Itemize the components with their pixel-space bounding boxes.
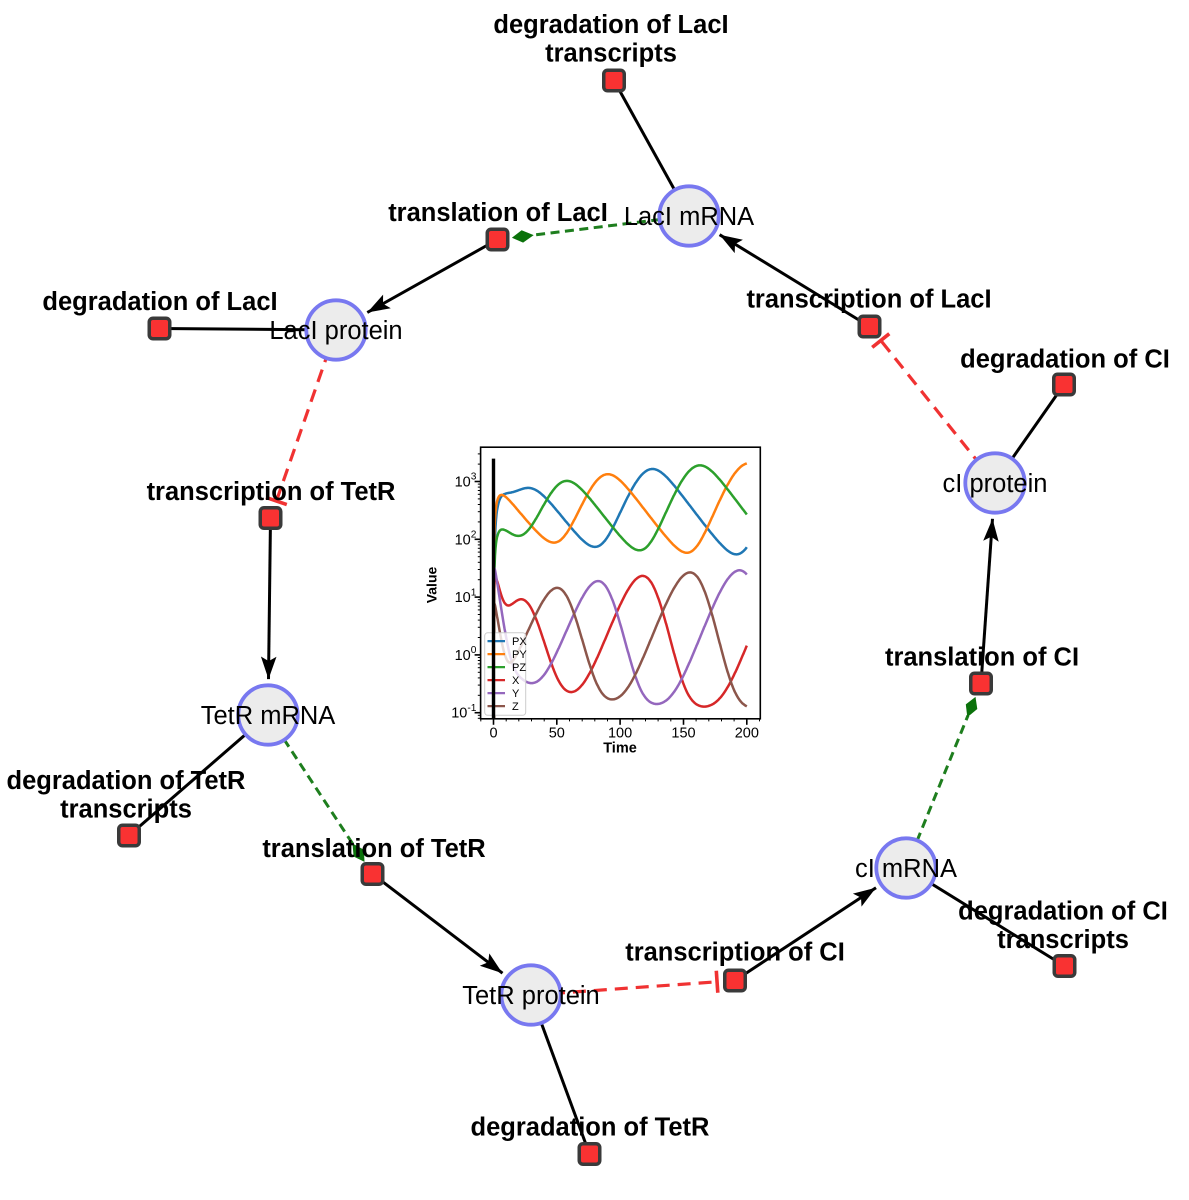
svg-text:LacI protein: LacI protein (269, 317, 402, 345)
svg-text:translation of TetR: translation of TetR (262, 835, 485, 863)
svg-text:degradation of LacI: degradation of LacI (42, 288, 277, 316)
svg-text:transcripts: transcripts (997, 926, 1129, 954)
svg-text:transcripts: transcripts (545, 40, 677, 68)
svg-text:102: 102 (455, 530, 477, 549)
svg-text:translation of CI: translation of CI (885, 644, 1079, 672)
svg-text:150: 150 (671, 726, 695, 742)
svg-text:103: 103 (455, 472, 477, 491)
svg-text:PX: PX (512, 636, 527, 648)
svg-text:10-1: 10-1 (451, 703, 477, 722)
svg-text:transcription of CI: transcription of CI (625, 939, 845, 967)
svg-text:degradation of LacI: degradation of LacI (493, 11, 728, 39)
svg-text:transcripts: transcripts (60, 796, 192, 824)
svg-text:Z: Z (512, 701, 519, 713)
svg-text:0: 0 (489, 726, 497, 742)
svg-text:cI protein: cI protein (943, 470, 1048, 498)
svg-text:transcription of LacI: transcription of LacI (746, 286, 991, 314)
svg-text:PZ: PZ (512, 662, 526, 674)
svg-text:cI mRNA: cI mRNA (855, 855, 957, 883)
svg-text:200: 200 (735, 726, 759, 742)
svg-text:Time: Time (603, 741, 637, 757)
svg-text:100: 100 (455, 645, 477, 664)
svg-text:100: 100 (608, 726, 632, 742)
svg-text:PY: PY (512, 649, 527, 661)
svg-text:transcription of TetR: transcription of TetR (147, 478, 396, 506)
svg-text:TetR mRNA: TetR mRNA (201, 702, 336, 730)
svg-text:LacI mRNA: LacI mRNA (624, 203, 754, 231)
svg-text:degradation of CI: degradation of CI (958, 898, 1168, 926)
svg-text:translation of LacI: translation of LacI (388, 199, 608, 227)
svg-text:50: 50 (549, 726, 565, 742)
svg-text:Value: Value (424, 567, 440, 604)
svg-text:degradation of TetR: degradation of TetR (7, 767, 246, 795)
svg-text:TetR protein: TetR protein (462, 982, 600, 1010)
svg-text:Y: Y (512, 688, 520, 700)
svg-text:101: 101 (455, 587, 477, 606)
svg-text:X: X (512, 675, 520, 687)
svg-text:degradation of TetR: degradation of TetR (471, 1114, 710, 1142)
svg-text:degradation of CI: degradation of CI (960, 346, 1170, 374)
